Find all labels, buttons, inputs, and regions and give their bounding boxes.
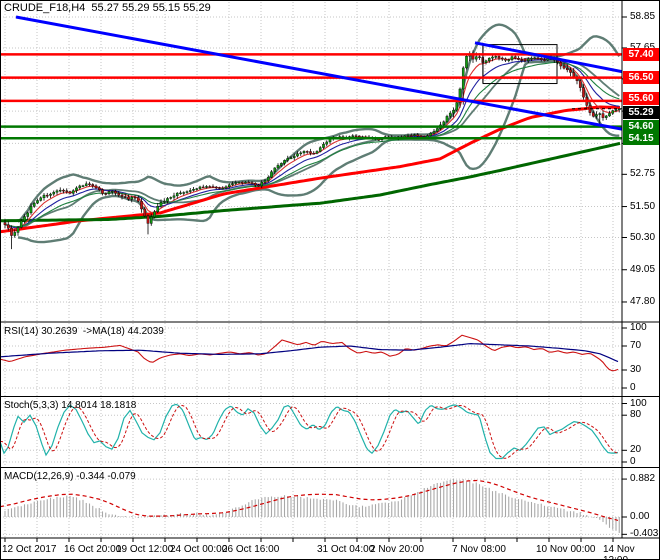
macd-tick: 0.882 [630,473,656,485]
chart-title: CRUDE_F18,H4 55.27 55.29 55.15 55.29 [4,2,211,14]
consolidation-box[interactable] [482,44,558,85]
price-label-54.60: 54.60 [623,120,659,134]
price-label-54.15: 54.15 [623,131,659,145]
macd-signal-line [0,479,619,521]
stoch-k-line [0,403,619,460]
stoch-d-line [0,404,619,459]
rsi-tick: 30 [630,364,642,375]
bollinger-bands [17,23,621,244]
time-label: 26 Oct 16:00 [222,544,280,555]
price-label-56.50: 56.50 [623,71,659,85]
stoch-tick: 0 [630,456,636,467]
trendline-2[interactable] [474,41,622,74]
stoch-tick: 80 [630,409,642,421]
price-tick-50.30: 50.30 [630,231,656,243]
macd-indicator-label: MACD(12,26,9) -0.344 -0.079 [4,471,136,482]
time-label: 7 Nov 08:00 [452,544,506,555]
stoch-tick: 100 [630,397,647,409]
rsi-tick: 100 [630,322,647,333]
time-label: 2 Nov 20:00 [370,544,424,555]
objects [482,44,558,85]
time-label: 16 Oct 20:00 [64,544,122,555]
stoch-indicator-label: Stoch(5,3,3) 14.8014 18.1818 [4,400,137,411]
ema-fan [4,57,620,231]
price-tick-58.85: 58.85 [630,11,656,22]
rsi-line [0,334,619,372]
macd-tick: 0.00 [630,511,650,522]
price-label-55.60: 55.60 [623,92,659,106]
rsi-panel [0,334,619,372]
time-label: 31 Oct 04:00 [317,544,375,555]
grid [0,2,622,538]
rsi-tick: 0 [630,382,636,393]
price-label-57.40: 57.40 [623,47,659,61]
rsi-ma-line [0,342,619,363]
ma-green-thick [0,141,621,223]
price-tick-51.50: 51.50 [630,200,656,212]
time-label: 12 Oct 2017 [2,544,57,555]
stoch-panel [0,403,619,460]
rsi-tick: 70 [630,340,642,351]
trendline-1[interactable] [15,15,622,131]
time-label: 14 Nov 12:00 [603,544,635,560]
price-tick-47.80: 47.80 [630,295,656,307]
time-label: 10 Nov 00:00 [536,544,596,555]
macd-panel [0,478,620,533]
macd-tick: -0.403 [630,528,659,540]
stoch-tick: 20 [630,444,642,456]
time-label: 24 Oct 00:00 [170,544,228,555]
price-tick-57.65: 57.65 [630,42,655,53]
price-tick-49.05: 49.05 [630,263,656,275]
time-label: 19 Oct 12:00 [116,544,174,555]
long-moving-averages [0,105,621,234]
current-price-label: 55.29 [623,106,659,120]
price-tick-52.75: 52.75 [630,168,656,180]
rsi-indicator-label: RSI(14) 30.2639 ->MA(18) 44.2039 [4,326,164,337]
levels [0,15,622,140]
